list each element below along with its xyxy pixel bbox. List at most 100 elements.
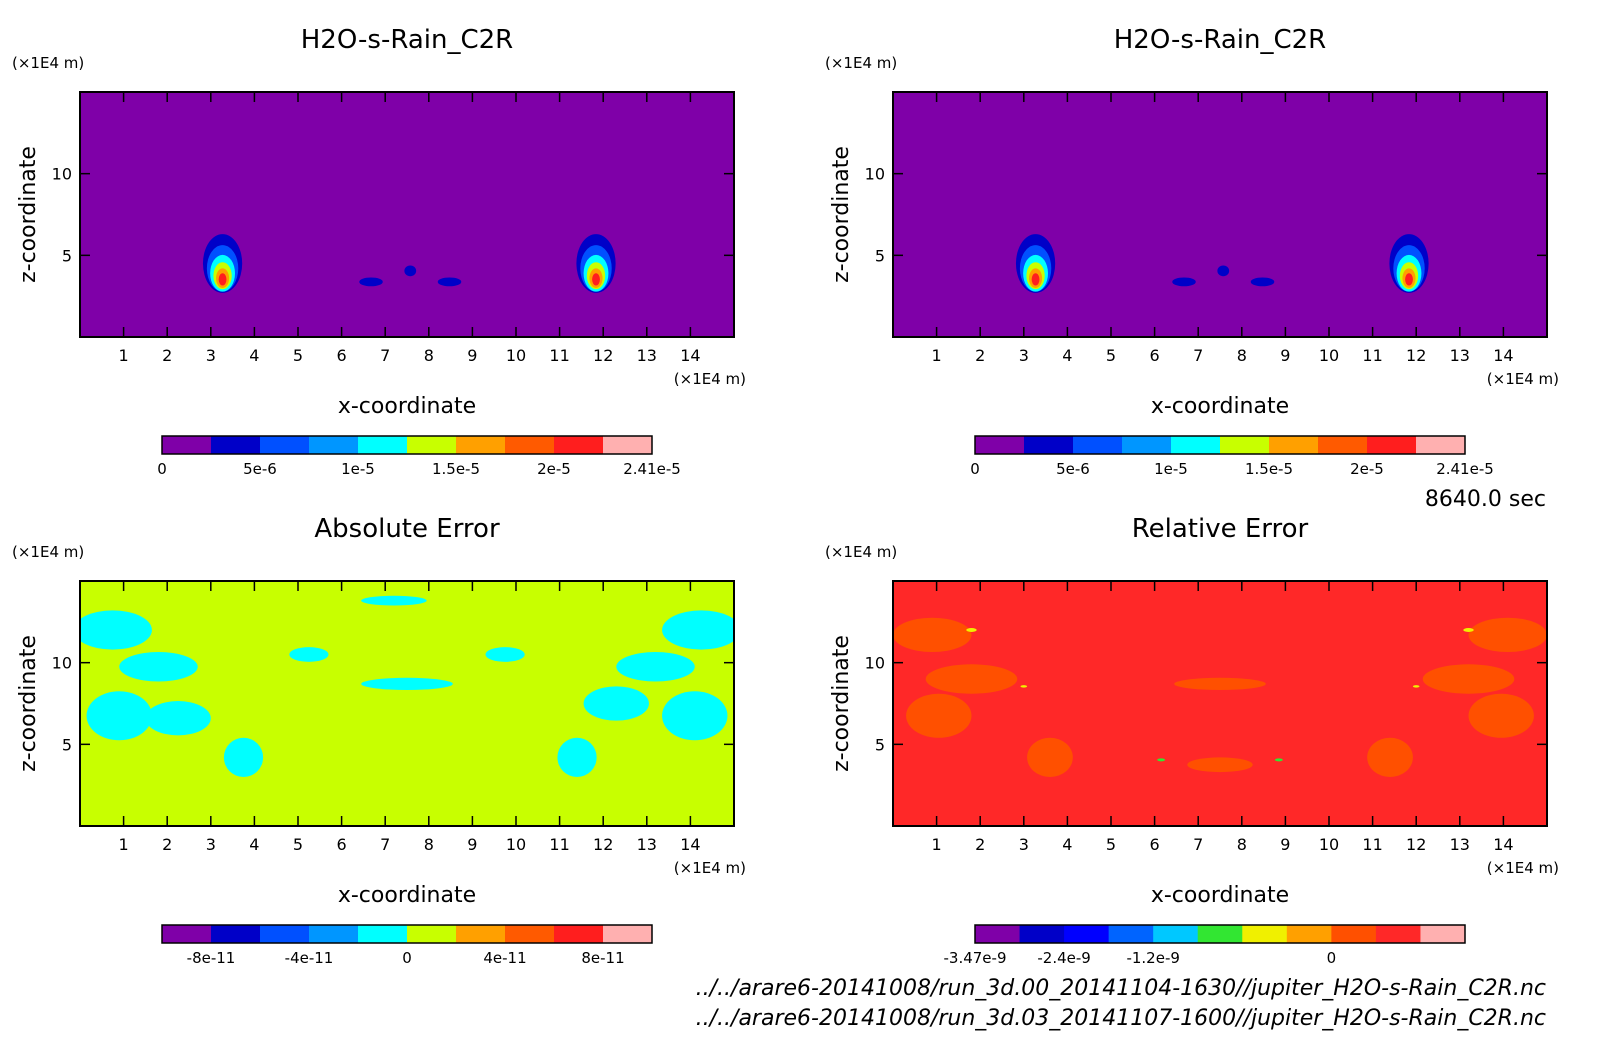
colorbar-swatch [1269, 436, 1319, 454]
colorbar-label: 2.41e-5 [1436, 460, 1494, 478]
colorbar-swatch [407, 436, 457, 454]
x-tick-label: 9 [467, 346, 477, 365]
y-tick-label: 10 [865, 165, 885, 184]
colorbar-label: 1.5e-5 [1245, 460, 1293, 478]
contour-region [119, 652, 198, 682]
field-contours [202, 234, 616, 293]
x-tick-label: 6 [1150, 346, 1160, 365]
colorbar-swatch [1318, 436, 1368, 454]
x-tick-label: 11 [549, 346, 569, 365]
x-tick-label: 2 [975, 835, 985, 854]
x-tick-label: 10 [1319, 835, 1339, 854]
y-tick-label: 5 [62, 735, 72, 754]
contour-region [1174, 677, 1266, 691]
colorbar-swatch [975, 925, 1021, 943]
contour-region [1468, 617, 1547, 653]
contour-region [557, 737, 597, 778]
contour-region [1250, 277, 1275, 287]
contour-region [1274, 758, 1283, 762]
y-tick-label: 5 [875, 735, 885, 754]
x-tick-label: 10 [506, 835, 526, 854]
contour-region [223, 737, 264, 778]
colorbar-label: 0 [970, 460, 980, 478]
y-unit-label: (×1E4 m) [12, 543, 84, 561]
chart-title: Relative Error [1132, 514, 1309, 544]
colorbar-swatch [260, 436, 310, 454]
x-tick-label: 10 [1319, 346, 1339, 365]
x-tick-label: 14 [1493, 835, 1513, 854]
colorbar-swatch [456, 925, 506, 943]
y-tick-label: 10 [52, 654, 72, 673]
y-unit-label: (×1E4 m) [825, 54, 897, 72]
contour-region [1405, 273, 1413, 286]
y-tick-label: 10 [865, 654, 885, 673]
colorbar-label: 2.41e-5 [623, 460, 681, 478]
colorbar-swatch [505, 436, 555, 454]
x-unit-label: (×1E4 m) [674, 859, 746, 877]
colorbar-swatch [1420, 925, 1466, 943]
colorbar-label: 2e-5 [537, 460, 571, 478]
x-tick-label: 3 [1019, 835, 1029, 854]
colorbar-swatch [603, 436, 653, 454]
x-tick-label: 14 [680, 346, 700, 365]
x-tick-label: 6 [1150, 835, 1160, 854]
x-tick-label: 7 [1193, 346, 1203, 365]
contour-region [1422, 664, 1515, 694]
contour-region [1412, 685, 1420, 688]
plot-frame [79, 91, 735, 338]
contour-region [583, 686, 649, 721]
y-tick-label: 5 [875, 246, 885, 265]
x-tick-label: 5 [293, 835, 303, 854]
x-tick-label: 3 [206, 346, 216, 365]
x-unit-label: (×1E4 m) [1487, 370, 1559, 388]
x-tick-label: 2 [975, 346, 985, 365]
colorbar-swatch [1242, 925, 1288, 943]
contour-region [145, 701, 211, 736]
y-axis-label: z-coordinate [829, 146, 854, 283]
chart-title: H2O-s-Rain_C2R [1114, 25, 1326, 55]
chart-panel-4: Relative Error(×1E4 m)1 2 3 4 5 6 7 8 9 10 11 12 13 1… [825, 514, 1559, 967]
colorbar-label: -1.2e-9 [1126, 949, 1179, 967]
file-path-2: ../../arare6-20141008/run_3d.03_20141107… [696, 1006, 1546, 1031]
x-tick-label: 1 [932, 835, 942, 854]
x-unit-label: (×1E4 m) [1487, 859, 1559, 877]
x-tick-label: 13 [637, 835, 657, 854]
colorbar-swatch [456, 436, 506, 454]
colorbar-label: -4e-11 [285, 949, 334, 967]
colorbar-swatch [1073, 436, 1123, 454]
colorbar-label: 1.5e-5 [432, 460, 480, 478]
contour-region [218, 273, 227, 286]
x-tick-label: 10 [506, 346, 526, 365]
x-tick-label: 13 [1450, 346, 1470, 365]
x-tick-label: 2 [162, 835, 172, 854]
contour-region [437, 277, 462, 287]
x-tick-label: 8 [424, 835, 434, 854]
x-tick-label: 12 [1406, 346, 1426, 365]
chart-panel-3: Absolute Error(×1E4 m)1 2 3 4 5 6 7 8 9 10 11 12 13 1… [12, 514, 746, 967]
contour-region [361, 595, 427, 606]
x-tick-label: 12 [593, 835, 613, 854]
contour-region [906, 693, 972, 738]
x-tick-label: 7 [1193, 835, 1203, 854]
colorbar-swatch [1108, 925, 1154, 943]
colorbar-swatch [358, 436, 408, 454]
chart-title: Absolute Error [314, 514, 500, 544]
colorbar-swatch [211, 925, 261, 943]
y-unit-label: (×1E4 m) [825, 543, 897, 561]
colorbar-swatch [162, 925, 212, 943]
field-contours [1015, 234, 1429, 293]
time-label: 8640.0 sec [1425, 487, 1546, 512]
colorbar-swatch [1197, 925, 1243, 943]
contour-region [289, 647, 329, 662]
contour-region [404, 265, 417, 277]
y-unit-label: (×1E4 m) [12, 54, 84, 72]
colorbar-frame [161, 435, 653, 455]
x-tick-label: 5 [1106, 346, 1116, 365]
file-path-1: ../../arare6-20141008/run_3d.00_20141104… [696, 976, 1546, 1001]
plot-background [893, 581, 1547, 826]
x-tick-label: 3 [206, 835, 216, 854]
plot-background [893, 92, 1547, 337]
colorbar-frame [974, 435, 1466, 455]
colorbar-swatch [1367, 436, 1417, 454]
x-tick-label: 1 [932, 346, 942, 365]
